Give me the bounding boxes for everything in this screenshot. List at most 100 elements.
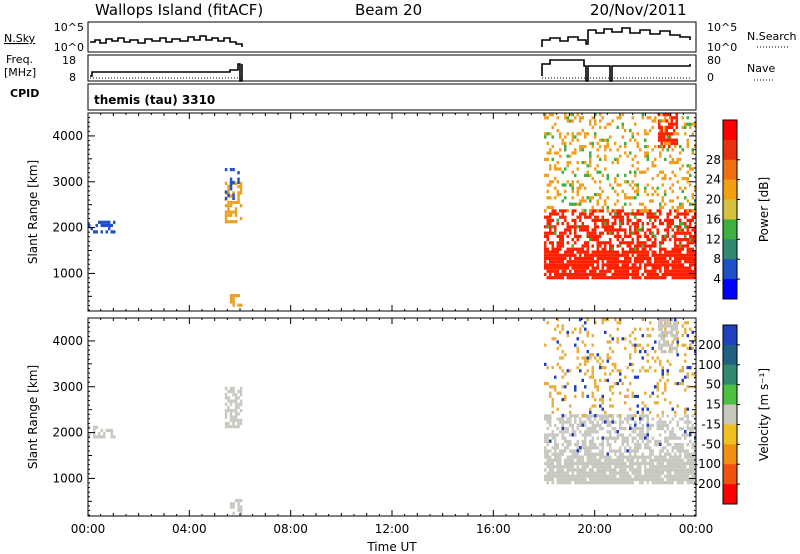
cell [636,212,639,216]
cell [671,477,674,482]
cell [579,458,582,462]
cell [227,405,230,410]
cell [569,468,572,472]
cell [663,318,666,322]
cell [584,209,587,213]
cell [624,196,627,200]
cell [616,148,619,152]
cell [636,458,639,462]
x-tick-label: 00:00 [71,522,106,536]
cell [654,266,657,270]
cell [579,330,582,334]
cell [586,471,589,475]
cell [634,173,637,177]
cell [679,247,682,251]
cell [561,443,564,447]
cell [629,225,632,229]
cell [606,481,609,485]
cell [636,253,639,257]
cell [556,318,559,322]
cell [631,343,634,347]
cell [561,449,564,453]
cell [656,276,659,280]
cell [571,202,574,206]
cell [654,359,657,363]
cell [601,436,604,440]
cell [589,272,592,277]
cell [681,221,684,225]
cell [666,250,669,254]
cell [646,234,649,238]
cell [661,260,664,264]
cell [546,417,549,421]
cell [561,215,564,219]
cell [631,276,634,280]
cell [579,119,582,123]
cell [621,420,624,424]
cell [644,189,647,193]
cell [566,455,569,459]
cell [571,427,574,431]
cell [665,343,668,347]
cell [596,260,599,264]
cell [649,247,652,251]
cell [684,321,687,325]
cell [651,148,654,152]
cell [561,209,564,213]
cell [694,471,697,475]
cell [634,455,637,459]
cell [651,468,654,472]
cell [611,215,614,219]
cell [561,199,564,203]
cell [659,154,662,158]
cell [564,430,567,434]
cell [634,222,637,226]
cell [234,405,238,410]
cell [599,193,602,197]
cell [665,129,668,133]
cell [591,366,594,370]
cell [234,402,238,406]
cell [551,241,554,245]
cell [646,250,649,254]
cell [554,228,557,232]
cell [639,241,642,245]
cell [594,238,597,242]
cell [574,385,577,389]
cell [601,189,604,193]
cell [564,113,567,117]
cell [626,263,629,267]
cell [624,394,627,398]
cell [571,209,574,213]
cell [661,375,664,379]
cell [589,414,592,418]
cell [546,231,549,235]
cell [549,151,552,155]
cell [544,474,547,478]
cell [679,212,682,216]
cell [646,327,649,331]
cell [649,446,652,450]
cell [556,244,559,248]
cell [654,225,657,229]
cell [579,272,582,277]
cell [566,222,569,226]
cell [656,474,659,478]
cell [224,425,228,429]
cell [666,452,669,456]
cell [684,477,687,482]
cell [639,276,642,280]
cell [599,455,602,459]
cell [629,170,632,174]
cell [670,138,673,142]
cell [604,167,607,171]
cell [554,212,557,216]
cell [691,455,694,459]
cell [569,455,572,459]
cell [649,458,652,462]
cell [579,183,582,187]
cell [581,414,584,418]
cell [694,205,697,209]
cell [659,442,662,446]
cell [554,177,557,181]
